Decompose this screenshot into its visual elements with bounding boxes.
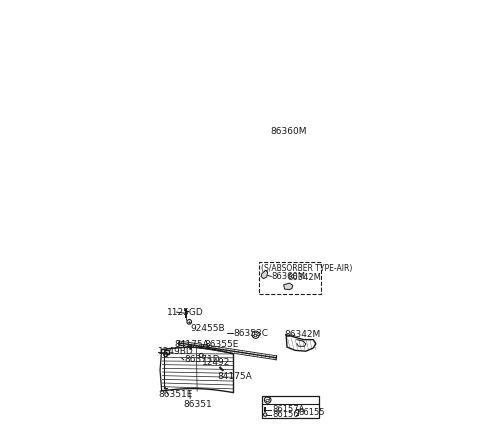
Text: 84175A: 84175A	[175, 340, 210, 349]
Polygon shape	[261, 270, 268, 279]
Text: 86156: 86156	[272, 410, 299, 419]
Text: a: a	[265, 395, 270, 405]
Polygon shape	[246, 127, 259, 139]
Text: 86371D: 86371D	[184, 355, 219, 364]
Polygon shape	[284, 283, 293, 290]
Text: 86353C: 86353C	[233, 329, 268, 337]
Text: 12492: 12492	[203, 358, 231, 367]
Text: 86351: 86351	[183, 400, 212, 409]
Text: a: a	[253, 330, 258, 339]
Text: 86155: 86155	[299, 408, 325, 416]
Text: 86342M: 86342M	[285, 330, 321, 339]
Text: 84175A: 84175A	[218, 372, 252, 381]
Text: 92455B: 92455B	[191, 324, 225, 333]
Text: 86360M: 86360M	[272, 272, 306, 281]
Text: 1125GD: 1125GD	[167, 308, 204, 317]
Text: 1249BD: 1249BD	[158, 347, 194, 356]
Bar	[262, 396, 319, 418]
Text: 86157A: 86157A	[272, 405, 304, 414]
Text: 86351E: 86351E	[158, 390, 193, 399]
Text: 86355E: 86355E	[204, 340, 239, 349]
Bar	[259, 262, 321, 295]
Text: (S/ABSORBER TYPE-AIR): (S/ABSORBER TYPE-AIR)	[261, 264, 352, 273]
Text: 86360M: 86360M	[270, 127, 307, 136]
Text: 86342M: 86342M	[288, 273, 322, 282]
